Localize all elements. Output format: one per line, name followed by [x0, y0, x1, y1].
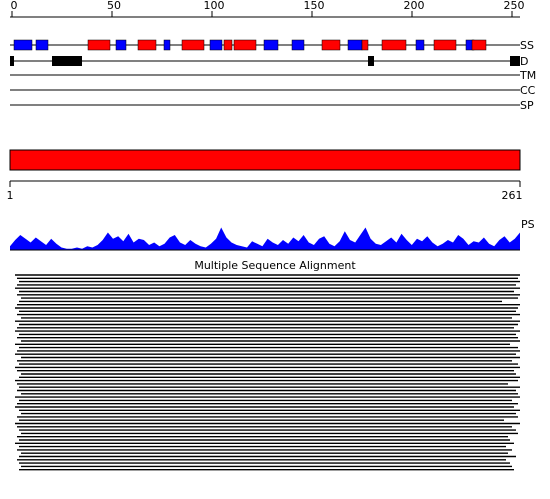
disorder-segment	[368, 56, 374, 66]
ss-segment	[223, 39, 233, 51]
tick-label: 150	[304, 0, 325, 12]
tick-label: 1	[7, 189, 14, 202]
ss-segment	[87, 39, 111, 51]
tick-label: 261	[502, 189, 523, 202]
track-label: CC	[520, 84, 536, 97]
ss-segment	[361, 39, 369, 51]
disorder-segment	[10, 56, 14, 66]
ss-segment	[13, 39, 33, 51]
alignment-title: Multiple Sequence Alignment	[194, 259, 356, 272]
tick-label: 250	[504, 0, 525, 12]
track-label: SS	[520, 39, 534, 52]
tick-label: 50	[107, 0, 121, 12]
ss-segment	[233, 39, 257, 51]
ss-segment	[137, 39, 157, 51]
profile-area	[10, 227, 520, 250]
ss-segment	[471, 39, 487, 51]
tick-label: 0	[11, 0, 18, 12]
ss-segment	[115, 39, 127, 51]
ss-segment	[433, 39, 457, 51]
tick-label: 200	[404, 0, 425, 12]
domain-bar	[9, 149, 521, 171]
ss-segment	[291, 39, 305, 51]
track-label: TM	[519, 69, 536, 82]
profile-label: PS	[521, 218, 535, 231]
ss-segment	[415, 39, 425, 51]
ss-segment	[263, 39, 279, 51]
track-label: D	[520, 55, 528, 68]
ss-segment	[163, 39, 171, 51]
disorder-segment	[52, 56, 82, 66]
ss-segment	[209, 39, 223, 51]
ss-segment	[181, 39, 205, 51]
ss-segment	[321, 39, 341, 51]
tick-label: 100	[204, 0, 225, 12]
ss-segment	[347, 39, 363, 51]
ss-segment	[35, 39, 49, 51]
disorder-segment	[510, 56, 520, 66]
track-label: SP	[520, 99, 534, 112]
ss-segment	[381, 39, 407, 51]
